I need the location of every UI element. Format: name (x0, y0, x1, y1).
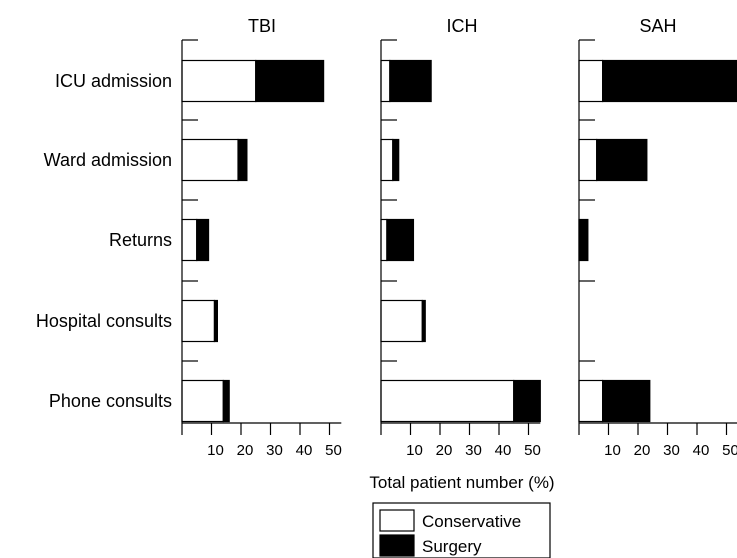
bar-surgery (196, 218, 210, 262)
legend-label-conservative: Conservative (422, 512, 521, 531)
x-tick-label: 40 (495, 442, 512, 459)
legend-swatch-conservative (379, 509, 415, 532)
bar-conservative (181, 379, 224, 423)
x-tick-label: 30 (663, 442, 680, 459)
bar-surgery (389, 59, 432, 103)
legend: Conservative Surgery (372, 502, 551, 558)
x-tick-label: 30 (465, 442, 482, 459)
x-tick-label: 20 (634, 442, 651, 459)
x-tick-label: 40 (296, 442, 313, 459)
bar-surgery (255, 59, 325, 103)
bar-surgery (237, 138, 248, 182)
x-tick-label: 20 (237, 442, 254, 459)
bar-surgery (601, 379, 651, 423)
category-labels: ICU admission Ward admission Returns Hos… (36, 71, 172, 411)
panel-title: SAH (639, 16, 676, 36)
bar-conservative (380, 379, 515, 423)
panel-ich: ICH (447, 16, 478, 36)
category-label: ICU admission (55, 71, 172, 91)
x-tick-label: 10 (406, 442, 423, 459)
bar-surgery (601, 59, 737, 103)
bar-surgery (578, 218, 589, 262)
bar-surgery (222, 379, 230, 423)
panel-tbi: TBI (248, 16, 276, 36)
panel-title: TBI (248, 16, 276, 36)
plot-layer: 10 20 30 40 50 10 20 30 40 50 10 20 30 40 50 (181, 39, 737, 459)
x-axis-label: Total patient number (%) (369, 473, 554, 492)
category-label: Ward admission (44, 150, 172, 170)
bar-conservative (380, 59, 391, 103)
x-tick-label: 50 (325, 442, 342, 459)
category-label: Phone consults (49, 391, 172, 411)
bar-surgery (513, 379, 541, 423)
x-tick-label: 50 (722, 442, 737, 459)
category-label: Returns (109, 230, 172, 250)
x-tick-label: 40 (693, 442, 710, 459)
panel-title: ICH (447, 16, 478, 36)
bar-conservative (578, 379, 604, 423)
x-tick-label: 10 (604, 442, 621, 459)
bar-conservative (380, 138, 394, 182)
bar-surgery (213, 299, 218, 343)
bar-conservative (181, 138, 239, 182)
x-tick-label: 50 (524, 442, 541, 459)
panel-sah: SAH (639, 16, 676, 36)
bar-conservative (578, 138, 598, 182)
bar-surgery (386, 218, 415, 262)
bar-conservative (578, 59, 604, 103)
bar-surgery (421, 299, 426, 343)
x-tick-label: 20 (436, 442, 453, 459)
legend-label-surgery: Surgery (422, 537, 482, 556)
panel-plot: 10 20 30 40 50 (578, 39, 737, 459)
x-tick-label: 30 (266, 442, 283, 459)
bar-conservative (380, 299, 423, 343)
bar-surgery (596, 138, 648, 182)
x-tick-label: 10 (207, 442, 224, 459)
legend-swatch-surgery (379, 534, 415, 557)
bar-surgery (392, 138, 400, 182)
panel-plot: 10 20 30 40 50 (380, 39, 541, 459)
bar-conservative (181, 218, 198, 262)
bar-conservative (181, 59, 257, 103)
bar-conservative (181, 299, 216, 343)
category-label: Hospital consults (36, 311, 172, 331)
bar-conservative (380, 218, 388, 262)
panel-plot: 10 20 30 40 50 (181, 39, 342, 459)
